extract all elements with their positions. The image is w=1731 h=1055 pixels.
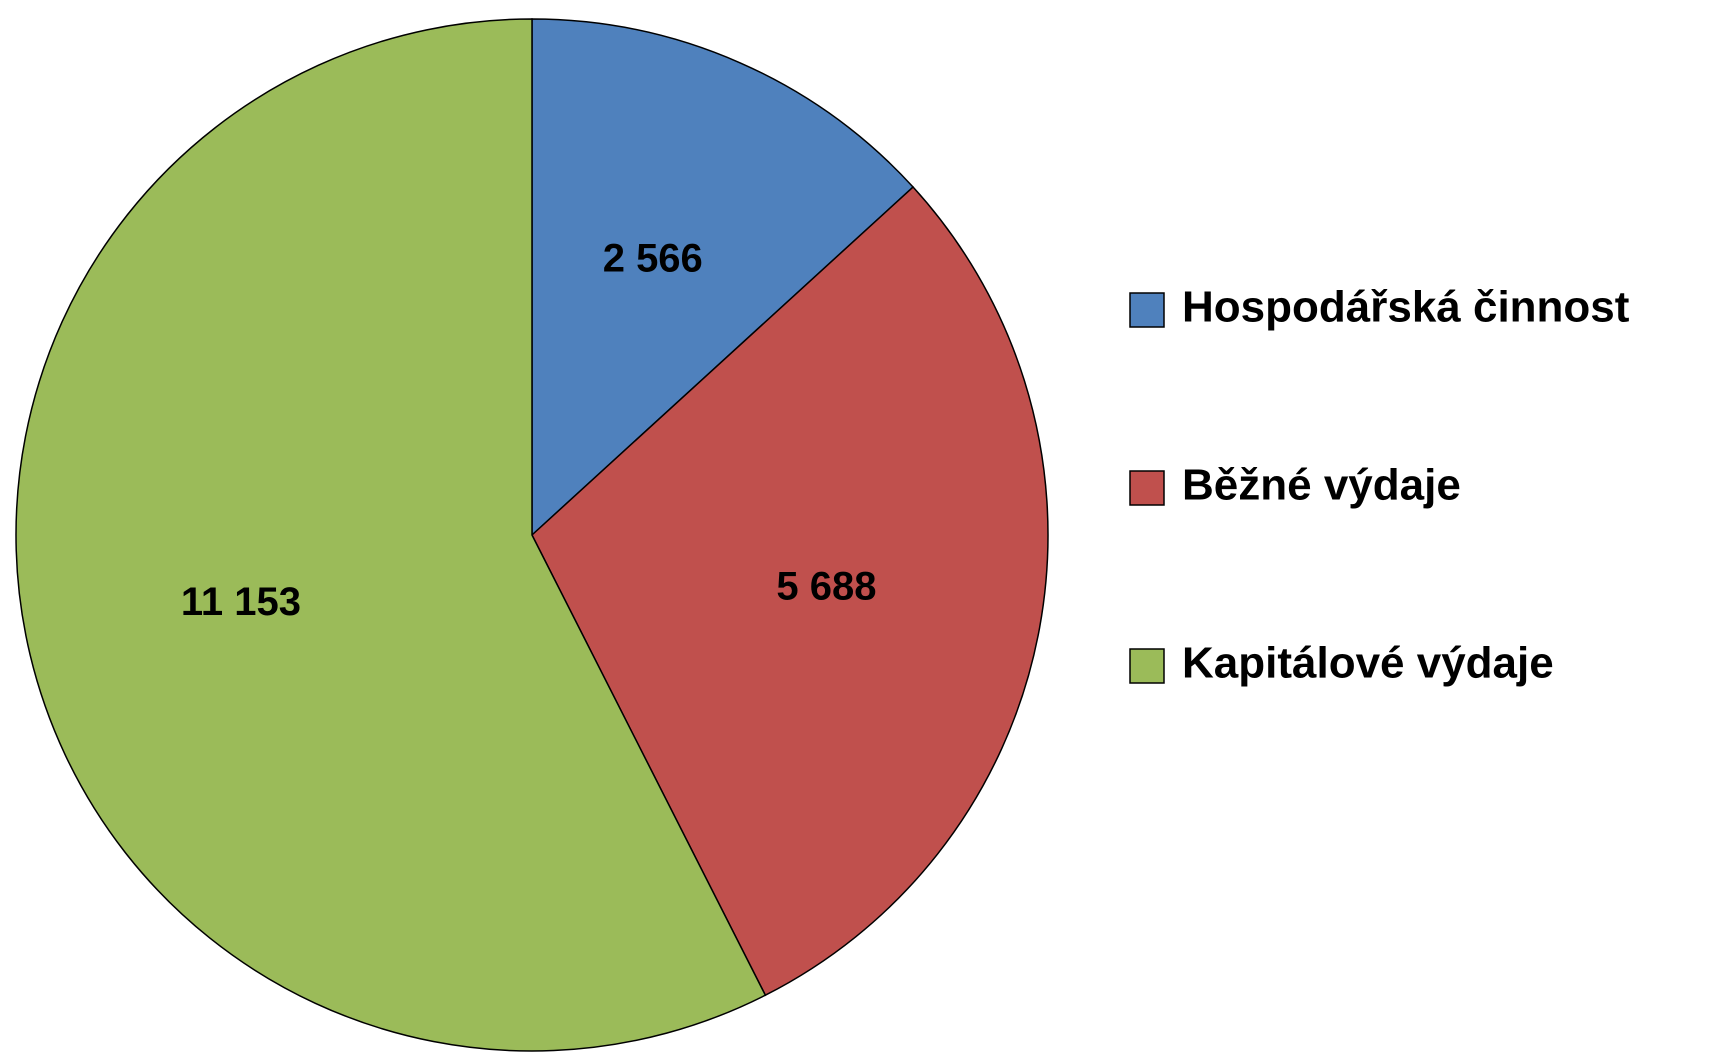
pie-slice — [531, 18, 915, 537]
data-label: 2 566 — [603, 237, 703, 281]
pie-slice — [531, 185, 1049, 997]
legend-swatch — [1129, 648, 1165, 684]
legend-label: Kapitálové výdaje — [1182, 639, 1554, 688]
legend-swatch — [1129, 470, 1165, 506]
legend-swatch — [1129, 292, 1165, 328]
data-label: 11 153 — [181, 580, 301, 624]
legend-label: Hospodářská činnost — [1182, 283, 1630, 332]
legend-label: Běžné výdaje — [1182, 461, 1461, 510]
data-label: 5 688 — [776, 564, 876, 608]
pie-slice — [15, 18, 767, 1052]
